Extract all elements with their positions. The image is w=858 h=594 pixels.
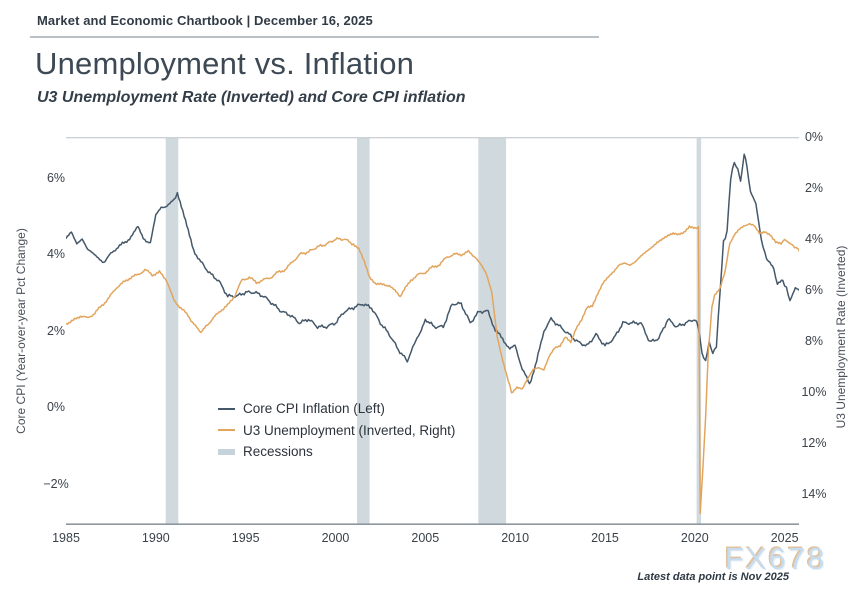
legend-item-u3: U3 Unemployment (Inverted, Right) — [218, 420, 455, 442]
x-axis-tick: 2010 — [501, 531, 530, 545]
legend-label: U3 Unemployment (Inverted, Right) — [243, 422, 456, 438]
plot-area — [66, 137, 799, 525]
legend-label: Core CPI Inflation (Left) — [243, 401, 385, 417]
legend-item-core-cpi: Core CPI Inflation (Left) — [218, 398, 455, 420]
x-axis-tick: 2005 — [411, 531, 440, 545]
x-axis-tick: 2025 — [770, 531, 799, 545]
x-axis-tick: 1990 — [141, 531, 170, 545]
report-kicker: Market and Economic Chartbook | December… — [37, 13, 373, 28]
recession-swatch-icon — [218, 448, 235, 455]
cpi-line-swatch-icon — [218, 407, 235, 410]
right-axis-tick: 6% — [804, 283, 824, 298]
right-axis-tick: 10% — [801, 385, 827, 400]
header-rule — [30, 36, 599, 38]
u3-unemployment-line — [66, 222, 799, 515]
right-axis-tick: 2% — [804, 181, 824, 196]
page-title: Unemployment vs. Inflation — [35, 46, 415, 81]
left-axis-tick: 6% — [46, 170, 66, 185]
x-axis-tick: 1985 — [52, 531, 80, 545]
recession-band — [478, 137, 507, 525]
legend: Core CPI Inflation (Left) U3 Unemploymen… — [218, 398, 455, 463]
core-cpi-line — [66, 153, 799, 385]
left-axis-tick: −2% — [43, 476, 69, 491]
watermark: FX678 — [725, 541, 827, 576]
right-axis-tick: 0% — [804, 130, 824, 144]
x-axis-tick: 2000 — [321, 531, 350, 545]
left-axis-tick: 4% — [46, 247, 66, 262]
x-axis-tick: 2020 — [680, 531, 709, 545]
footnote: Latest data point is Nov 2025 — [637, 571, 789, 583]
x-axis-tick: 1995 — [231, 531, 260, 545]
page-subtitle: U3 Unemployment Rate (Inverted) and Core… — [37, 89, 466, 106]
left-axis-title: Core CPI (Year-over-year Pct Change) — [14, 228, 28, 434]
recession-band — [357, 137, 370, 525]
right-axis-tick: 12% — [801, 436, 827, 451]
left-axis-tick: 2% — [46, 323, 66, 338]
right-axis-tick: 14% — [801, 487, 827, 502]
legend-item-recessions: Recessions — [218, 441, 455, 463]
left-axis-tick: 0% — [46, 400, 66, 415]
u3-line-swatch-icon — [218, 429, 235, 432]
legend-label: Recessions — [243, 444, 313, 460]
recession-band — [165, 137, 179, 525]
right-axis-title: U3 Unemployment Rate (Inverted) — [834, 245, 848, 429]
right-axis-tick: 4% — [804, 232, 824, 247]
right-axis-tick: 8% — [804, 334, 824, 349]
x-axis-tick: 2015 — [591, 531, 619, 545]
